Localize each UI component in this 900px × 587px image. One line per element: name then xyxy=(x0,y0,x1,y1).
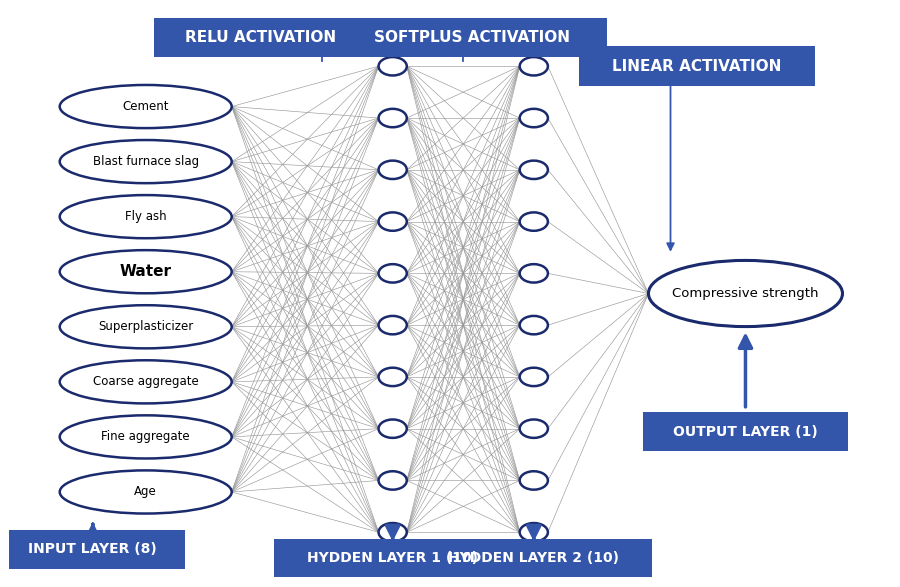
Ellipse shape xyxy=(59,305,231,348)
Circle shape xyxy=(379,523,407,541)
Ellipse shape xyxy=(59,195,231,238)
Circle shape xyxy=(519,109,548,127)
Circle shape xyxy=(519,264,548,282)
Ellipse shape xyxy=(59,85,231,128)
Text: Water: Water xyxy=(120,264,172,279)
Text: HYDDEN LAYER 2 (10): HYDDEN LAYER 2 (10) xyxy=(448,551,619,565)
FancyBboxPatch shape xyxy=(338,18,607,58)
Text: INPUT LAYER (8): INPUT LAYER (8) xyxy=(29,542,158,556)
Circle shape xyxy=(379,367,407,386)
Circle shape xyxy=(379,212,407,231)
Circle shape xyxy=(379,109,407,127)
Ellipse shape xyxy=(59,416,231,458)
Circle shape xyxy=(519,212,548,231)
Ellipse shape xyxy=(59,470,231,514)
Text: OUTPUT LAYER (1): OUTPUT LAYER (1) xyxy=(673,424,818,438)
Circle shape xyxy=(519,471,548,490)
Circle shape xyxy=(519,161,548,179)
Text: Fine aggregate: Fine aggregate xyxy=(102,430,190,443)
Text: RELU ACTIVATION: RELU ACTIVATION xyxy=(184,30,336,45)
Circle shape xyxy=(379,161,407,179)
FancyBboxPatch shape xyxy=(580,46,814,86)
Ellipse shape xyxy=(59,140,231,183)
Text: Fly ash: Fly ash xyxy=(125,210,166,223)
Circle shape xyxy=(379,264,407,282)
Text: Superplasticizer: Superplasticizer xyxy=(98,321,194,333)
Circle shape xyxy=(519,420,548,438)
Ellipse shape xyxy=(648,261,842,326)
Ellipse shape xyxy=(59,250,231,294)
Circle shape xyxy=(519,367,548,386)
Text: SOFTPLUS ACTIVATION: SOFTPLUS ACTIVATION xyxy=(374,30,570,45)
Circle shape xyxy=(519,57,548,76)
FancyBboxPatch shape xyxy=(415,539,652,578)
FancyBboxPatch shape xyxy=(644,412,848,451)
Text: Cement: Cement xyxy=(122,100,169,113)
Text: HYDDEN LAYER 1 (10): HYDDEN LAYER 1 (10) xyxy=(307,551,478,565)
FancyBboxPatch shape xyxy=(274,539,511,578)
Circle shape xyxy=(379,316,407,335)
Circle shape xyxy=(379,420,407,438)
FancyBboxPatch shape xyxy=(1,530,184,569)
Text: Age: Age xyxy=(134,485,158,498)
Text: Coarse aggregate: Coarse aggregate xyxy=(93,375,199,389)
FancyBboxPatch shape xyxy=(154,18,366,58)
Text: Blast furnace slag: Blast furnace slag xyxy=(93,155,199,168)
Ellipse shape xyxy=(59,360,231,403)
Text: Compressive strength: Compressive strength xyxy=(672,287,819,300)
Circle shape xyxy=(519,523,548,541)
Circle shape xyxy=(379,57,407,76)
Text: LINEAR ACTIVATION: LINEAR ACTIVATION xyxy=(612,59,781,74)
Circle shape xyxy=(519,316,548,335)
Circle shape xyxy=(379,471,407,490)
